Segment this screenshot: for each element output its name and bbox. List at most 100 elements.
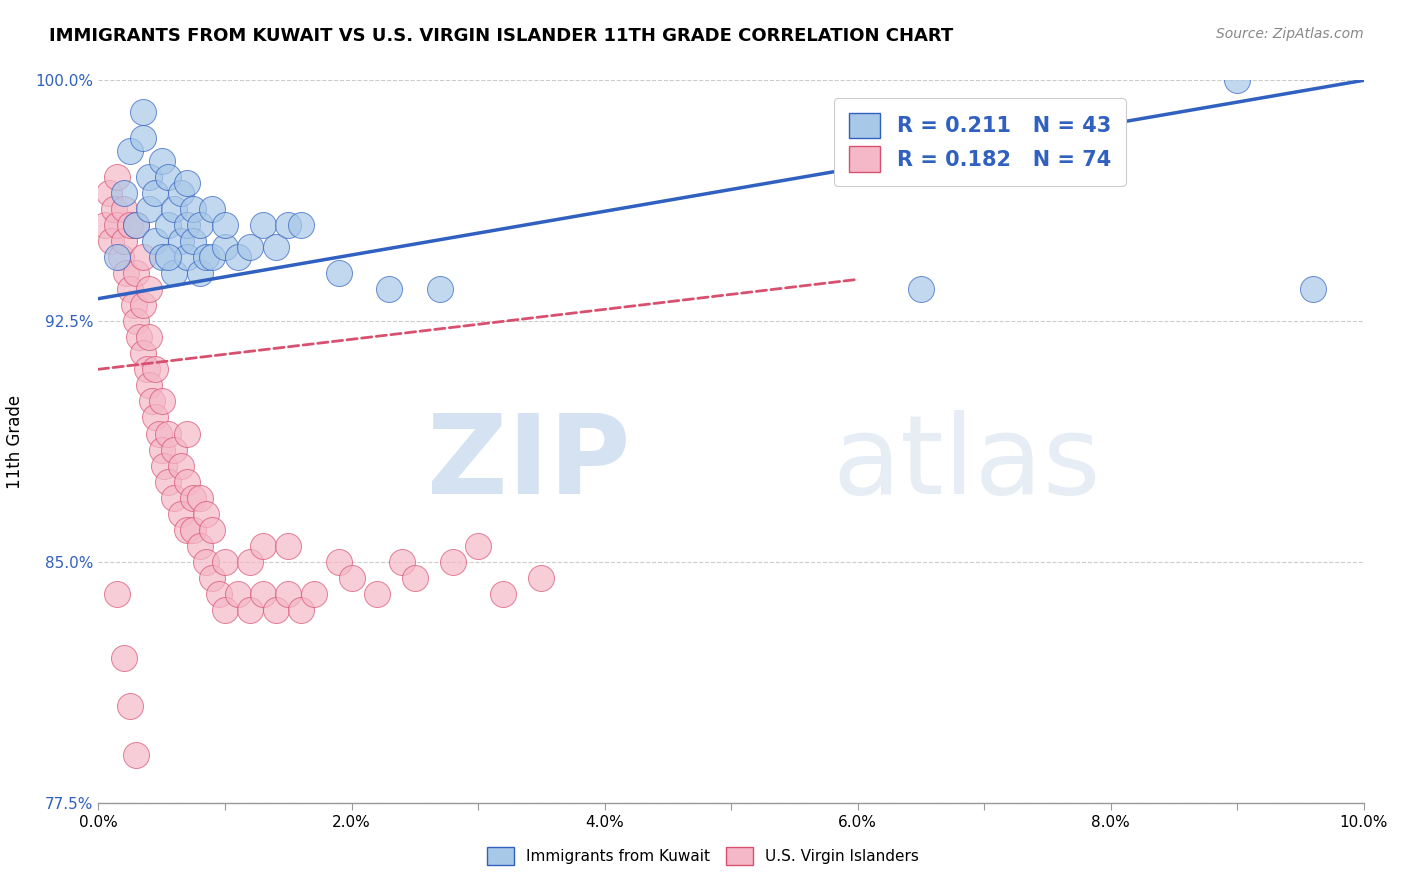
Point bbox=[138, 202, 160, 216]
Text: IMMIGRANTS FROM KUWAIT VS U.S. VIRGIN ISLANDER 11TH GRADE CORRELATION CHART: IMMIGRANTS FROM KUWAIT VS U.S. VIRGIN IS… bbox=[49, 27, 953, 45]
Point bbox=[125, 218, 148, 232]
Point bbox=[163, 202, 186, 216]
Point bbox=[125, 218, 148, 232]
Point bbox=[340, 571, 363, 585]
Point bbox=[277, 539, 299, 553]
Point bbox=[138, 282, 160, 296]
Point bbox=[239, 240, 262, 254]
Point bbox=[183, 202, 205, 216]
Point bbox=[188, 539, 211, 553]
Point bbox=[163, 442, 186, 457]
Point bbox=[429, 282, 451, 296]
Point bbox=[201, 571, 224, 585]
Point bbox=[132, 298, 155, 312]
Point bbox=[252, 218, 274, 232]
Point bbox=[150, 250, 173, 264]
Point bbox=[153, 458, 176, 473]
Point bbox=[150, 153, 173, 168]
Point bbox=[93, 218, 117, 232]
Point bbox=[252, 539, 274, 553]
Point bbox=[100, 234, 122, 248]
Point bbox=[157, 426, 180, 441]
Point bbox=[1226, 73, 1249, 87]
Point bbox=[122, 298, 145, 312]
Legend: R = 0.211   N = 43, R = 0.182   N = 74: R = 0.211 N = 43, R = 0.182 N = 74 bbox=[834, 98, 1126, 186]
Point bbox=[157, 218, 180, 232]
Point bbox=[239, 555, 262, 569]
Point bbox=[125, 747, 148, 762]
Point bbox=[277, 587, 299, 601]
Point bbox=[132, 131, 155, 145]
Point bbox=[183, 234, 205, 248]
Point bbox=[120, 218, 141, 232]
Point bbox=[132, 250, 155, 264]
Point bbox=[188, 266, 211, 280]
Point bbox=[176, 426, 198, 441]
Point bbox=[112, 202, 135, 216]
Point bbox=[169, 186, 191, 200]
Point bbox=[145, 410, 166, 425]
Text: atlas: atlas bbox=[832, 409, 1101, 516]
Point bbox=[163, 266, 186, 280]
Point bbox=[138, 378, 160, 392]
Point bbox=[176, 176, 198, 190]
Point bbox=[150, 394, 173, 409]
Point bbox=[226, 587, 249, 601]
Point bbox=[97, 186, 120, 200]
Point bbox=[201, 202, 224, 216]
Point bbox=[176, 475, 198, 489]
Y-axis label: 11th Grade: 11th Grade bbox=[7, 394, 24, 489]
Point bbox=[441, 555, 464, 569]
Point bbox=[125, 266, 148, 280]
Point bbox=[120, 144, 141, 158]
Point bbox=[214, 218, 236, 232]
Text: ZIP: ZIP bbox=[426, 409, 630, 516]
Point bbox=[150, 442, 173, 457]
Legend: Immigrants from Kuwait, U.S. Virgin Islanders: Immigrants from Kuwait, U.S. Virgin Isla… bbox=[481, 841, 925, 871]
Point bbox=[138, 330, 160, 344]
Point bbox=[404, 571, 426, 585]
Point bbox=[115, 266, 138, 280]
Point bbox=[214, 555, 236, 569]
Point bbox=[188, 491, 211, 505]
Point bbox=[264, 603, 287, 617]
Point bbox=[194, 250, 218, 264]
Point bbox=[183, 491, 205, 505]
Point bbox=[492, 587, 515, 601]
Point bbox=[302, 587, 325, 601]
Point bbox=[132, 105, 155, 120]
Point bbox=[226, 250, 249, 264]
Point bbox=[112, 186, 135, 200]
Point bbox=[157, 250, 180, 264]
Point bbox=[141, 394, 163, 409]
Point bbox=[169, 458, 191, 473]
Point bbox=[107, 218, 129, 232]
Point bbox=[252, 587, 274, 601]
Point bbox=[145, 362, 166, 376]
Point bbox=[910, 282, 932, 296]
Point bbox=[157, 475, 180, 489]
Point bbox=[183, 523, 205, 537]
Point bbox=[107, 169, 129, 184]
Text: Source: ZipAtlas.com: Source: ZipAtlas.com bbox=[1216, 27, 1364, 41]
Point bbox=[194, 555, 218, 569]
Point bbox=[264, 240, 287, 254]
Point bbox=[467, 539, 489, 553]
Point bbox=[138, 169, 160, 184]
Point bbox=[103, 202, 125, 216]
Point bbox=[125, 314, 148, 328]
Point bbox=[328, 266, 350, 280]
Point bbox=[188, 218, 211, 232]
Point bbox=[290, 218, 312, 232]
Point bbox=[391, 555, 413, 569]
Point bbox=[366, 587, 388, 601]
Point bbox=[112, 651, 135, 665]
Point bbox=[277, 218, 299, 232]
Point bbox=[107, 587, 129, 601]
Point bbox=[107, 250, 129, 264]
Point bbox=[328, 555, 350, 569]
Point bbox=[239, 603, 262, 617]
Point bbox=[120, 282, 141, 296]
Point bbox=[145, 234, 166, 248]
Point bbox=[145, 186, 166, 200]
